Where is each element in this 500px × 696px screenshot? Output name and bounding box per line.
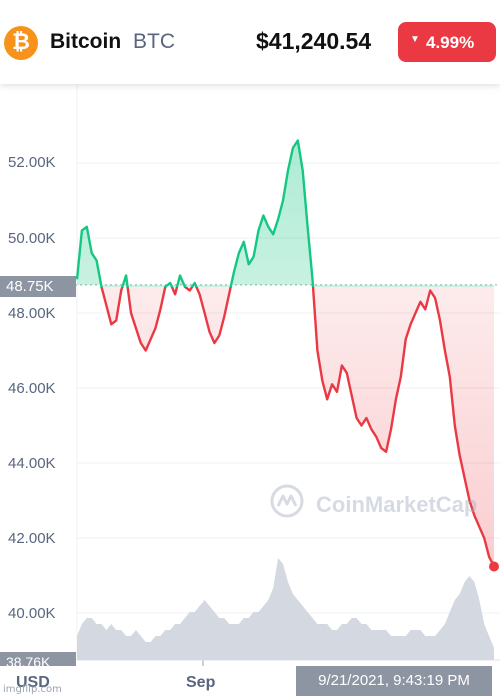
bitcoin-logo-icon: ₿ bbox=[4, 26, 38, 60]
x-axis-label: Sep bbox=[186, 674, 216, 691]
y-axis-label: 52.00K bbox=[8, 154, 56, 171]
price-chart[interactable]: 52.00K 50.00K 48.00K 46.00K 44.00K 42.00… bbox=[0, 84, 500, 696]
price-change-badge[interactable]: ▼ 4.99% bbox=[398, 22, 496, 62]
currency-label: USD bbox=[16, 674, 50, 691]
price-change-value: 4.99% bbox=[426, 33, 475, 52]
y-axis-label: 42.00K bbox=[8, 530, 56, 547]
caret-down-icon: ▼ bbox=[410, 34, 420, 45]
min-price-tag: 38.76K bbox=[0, 652, 76, 666]
coin-header: ₿ Bitcoin BTC $41,240.54 ▼ 4.99% bbox=[0, 0, 500, 84]
price-line-above bbox=[75, 139, 315, 287]
volume-area bbox=[77, 558, 494, 660]
current-price-point[interactable] bbox=[489, 561, 499, 572]
coinmarketcap-logo-icon bbox=[270, 484, 304, 518]
positive-area bbox=[77, 140, 494, 287]
y-axis-label: 46.00K bbox=[8, 380, 56, 397]
price-chart-svg[interactable] bbox=[0, 84, 500, 696]
coin-name: Bitcoin bbox=[50, 30, 122, 53]
negative-area bbox=[101, 287, 494, 567]
reference-price-tag: 48.75K bbox=[0, 276, 76, 297]
hover-datetime-tag: 9/21/2021, 9:43:19 PM bbox=[296, 666, 492, 696]
watermark-text: CoinMarketCap bbox=[316, 492, 478, 517]
current-price: $41,240.54 bbox=[256, 28, 372, 54]
price-line-below bbox=[100, 287, 496, 568]
imgflip-credit: imgflip.com bbox=[3, 684, 62, 695]
y-axis-label: 44.00K bbox=[8, 455, 56, 472]
coin-symbol: BTC bbox=[133, 30, 175, 53]
y-axis-label: 40.00K bbox=[8, 605, 56, 622]
y-axis-label: 48.00K bbox=[8, 305, 56, 322]
y-axis-label: 50.00K bbox=[8, 230, 56, 247]
